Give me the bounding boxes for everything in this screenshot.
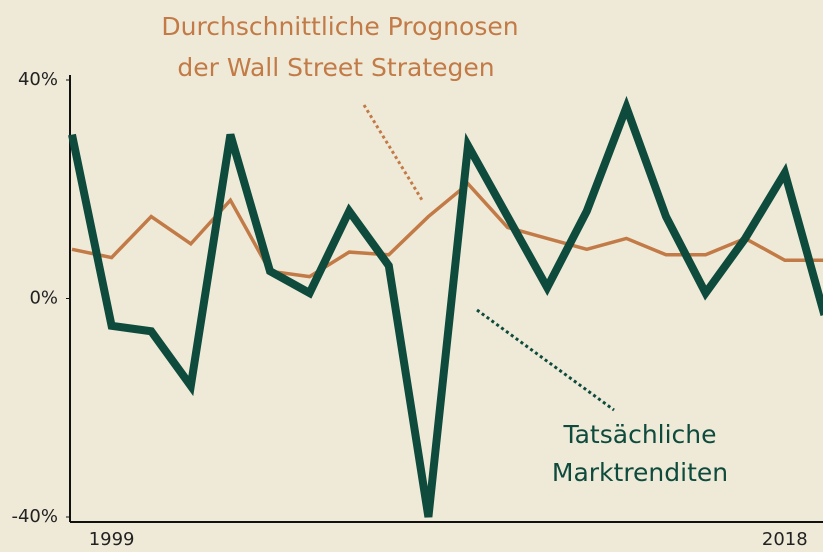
y-tick-label: -40% <box>11 506 58 527</box>
series-line <box>68 95 823 518</box>
annotation-pointer <box>476 308 615 412</box>
annotation: Marktrenditen <box>552 458 728 487</box>
series-line <box>71 181 823 279</box>
x-tick-label: 2018 <box>762 529 808 550</box>
x-tick-label: 1999 <box>89 529 135 550</box>
annotation: der Wall Street Strategen <box>177 53 494 82</box>
annotation: Durchschnittliche Prognosen <box>161 12 518 41</box>
y-tick-label: 40% <box>18 69 58 90</box>
annotation: Tatsächliche <box>562 420 716 449</box>
annotation-pointer <box>362 104 424 201</box>
y-tick-label: 0% <box>29 288 58 309</box>
